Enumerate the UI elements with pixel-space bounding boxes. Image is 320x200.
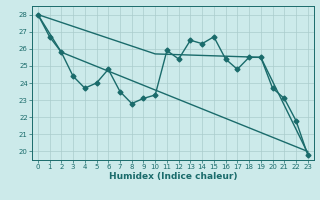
X-axis label: Humidex (Indice chaleur): Humidex (Indice chaleur): [108, 172, 237, 181]
